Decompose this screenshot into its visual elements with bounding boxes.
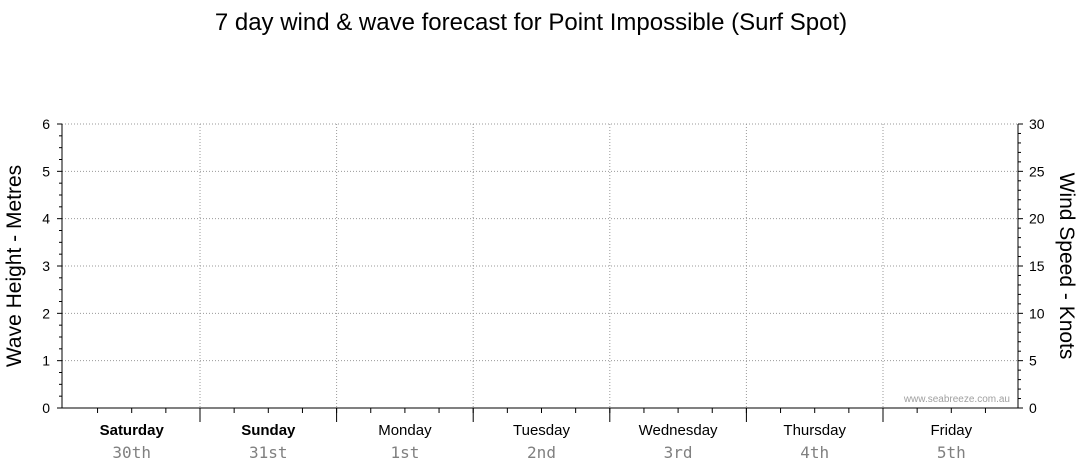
y-axis-right-title: Wind Speed - Knots	[1055, 173, 1078, 360]
day-label: Thursday	[783, 422, 846, 439]
y-right-tick-label: 30	[1029, 116, 1045, 132]
y-left-tick-label: 6	[42, 116, 50, 132]
y-right-tick-label: 5	[1029, 353, 1037, 369]
day-label: Tuesday	[513, 422, 570, 439]
y-left-tick-label: 2	[42, 305, 50, 321]
y-left-tick-label: 4	[42, 211, 50, 227]
y-right-tick-label: 10	[1029, 305, 1045, 321]
date-label: 5th	[937, 443, 966, 462]
day-label: Saturday	[100, 422, 165, 439]
y-left-tick-label: 3	[42, 258, 50, 274]
y-left-tick-label: 0	[42, 400, 50, 416]
date-label: 30th	[112, 443, 151, 462]
day-label: Monday	[378, 422, 432, 439]
day-label: Sunday	[241, 422, 296, 439]
y-right-tick-label: 15	[1029, 258, 1045, 274]
y-left-tick-label: 1	[42, 353, 50, 369]
chart-title: 7 day wind & wave forecast for Point Imp…	[215, 9, 847, 36]
y-right-tick-label: 0	[1029, 400, 1037, 416]
y-right-tick-label: 20	[1029, 211, 1045, 227]
day-label: Friday	[930, 422, 972, 439]
date-label: 3rd	[664, 443, 693, 462]
y-axis-left-title: Wave Height - Metres	[3, 165, 26, 367]
label-layer: 0 1 2 3 4 5 6 0 5 10 15 20 25 30 Saturday 30th Sunday 31s…	[42, 116, 1045, 462]
y-right-tick-label: 25	[1029, 163, 1045, 179]
date-label: 4th	[800, 443, 829, 462]
date-label: 1st	[390, 443, 419, 462]
day-label: Wednesday	[639, 422, 718, 439]
watermark: www.seabreeze.com.au	[903, 394, 1010, 405]
date-label: 31st	[249, 443, 288, 462]
date-label: 2nd	[527, 443, 556, 462]
grid-layer	[62, 123, 1018, 408]
y-left-tick-label: 5	[42, 163, 50, 179]
axis-layer	[57, 123, 1023, 422]
